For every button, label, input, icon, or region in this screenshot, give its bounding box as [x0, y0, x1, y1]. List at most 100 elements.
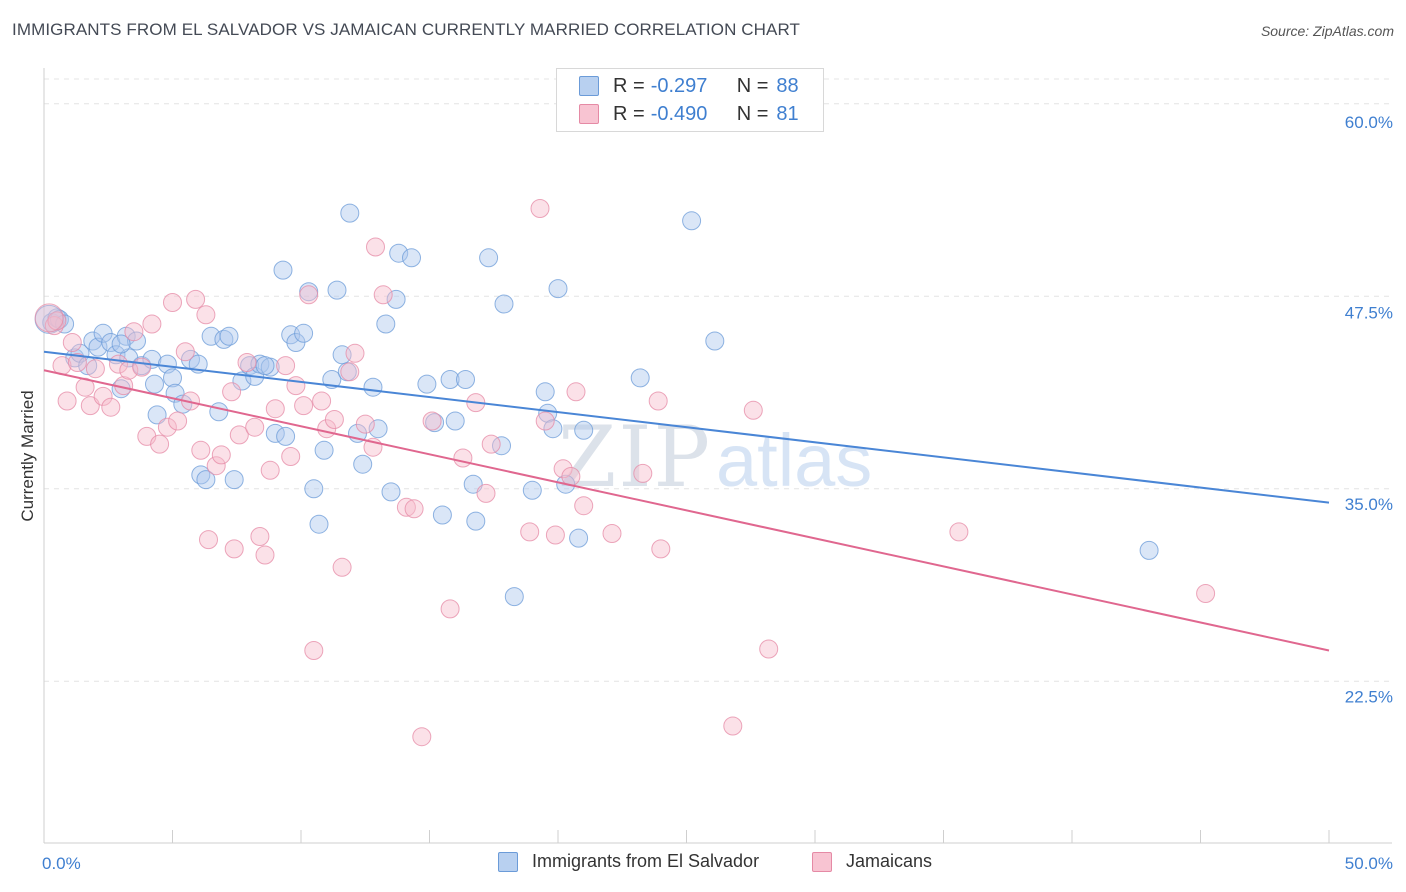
data-point [124, 322, 144, 342]
data-point [602, 524, 622, 543]
data-point [376, 314, 396, 334]
data-point [327, 280, 347, 300]
data-point [211, 445, 231, 465]
bottom-legend-el-salvador: Immigrants from El Salvador [498, 851, 759, 872]
data-point [396, 497, 416, 517]
series-el-salvador-points [34, 203, 1159, 607]
legend-row-el-salvador: R = -0.297 N = 88 [579, 74, 799, 98]
data-point [386, 289, 406, 309]
bottom-legend-jamaicans: Jamaicans [812, 851, 932, 872]
bottom-legend-label: Immigrants from El Salvador [532, 851, 760, 871]
data-point [101, 397, 121, 417]
trend-line-el-salvador [43, 350, 1330, 504]
data-point [276, 356, 296, 376]
y-tick-label: 35.0% [1345, 495, 1393, 514]
series-jamaicans-points [34, 199, 1216, 747]
data-point [150, 434, 170, 454]
data-point [1196, 584, 1216, 603]
data-point [237, 353, 257, 372]
legend-n-label: N = [736, 102, 769, 125]
data-point [67, 353, 87, 372]
data-point [273, 260, 293, 280]
data-point [569, 528, 589, 548]
data-point [199, 530, 218, 550]
data-point [250, 527, 270, 546]
data-point [504, 587, 524, 607]
legend-r-label: R = [613, 102, 645, 125]
data-point [723, 716, 743, 736]
trend-line-jamaicans [43, 369, 1330, 652]
x-tick-label-min: 0.0% [42, 854, 81, 873]
y-tick-label: 60.0% [1345, 113, 1393, 132]
data-point [373, 285, 393, 305]
data-point [276, 426, 296, 446]
data-point [445, 411, 465, 431]
data-point [566, 382, 586, 402]
data-point [229, 425, 249, 445]
data-point [422, 411, 442, 431]
data-point [479, 248, 499, 268]
legend-r-value: -0.297 [650, 74, 708, 97]
data-point [281, 447, 301, 466]
data-point [312, 391, 332, 411]
data-point [286, 376, 306, 396]
data-point [147, 405, 167, 425]
data-point [80, 396, 100, 416]
data-point [520, 522, 540, 542]
data-point [214, 329, 234, 349]
data-point [340, 362, 360, 382]
data-point [574, 420, 594, 440]
data-point [175, 342, 195, 362]
data-point [759, 639, 779, 659]
data-point [168, 411, 188, 431]
data-point [224, 470, 244, 490]
data-point [381, 482, 401, 502]
data-point [332, 557, 352, 577]
x-tick-label-max: 50.0% [1345, 854, 1393, 873]
source-credit: Source: ZipAtlas.com [1260, 23, 1394, 39]
data-point [355, 414, 375, 434]
data-point [651, 539, 671, 559]
data-point [314, 440, 334, 460]
bottom-legend-swatch-pink [812, 851, 832, 872]
data-point [255, 545, 275, 565]
data-point [543, 419, 563, 439]
data-point [294, 323, 314, 343]
data-point [186, 289, 206, 309]
data-point [265, 399, 285, 419]
legend-row-jamaicans: R = -0.490 N = 81 [579, 102, 799, 126]
data-point [574, 496, 594, 516]
data-point [206, 456, 226, 476]
data-point [476, 483, 496, 503]
y-tick-label: 47.5% [1345, 303, 1393, 322]
axes [43, 68, 1392, 844]
data-point [240, 356, 260, 376]
legend-r-value: -0.490 [650, 102, 708, 125]
data-point [85, 359, 105, 379]
watermark-zip: ZIP [558, 408, 712, 506]
data-point [196, 305, 216, 325]
data-point [404, 499, 424, 519]
legend-n-value: 81 [776, 102, 799, 125]
bottom-legend-swatch-blue [498, 851, 518, 872]
data-point [535, 382, 555, 402]
data-point [111, 334, 131, 354]
data-point [366, 237, 385, 257]
data-point [322, 370, 342, 389]
trend-lines [43, 350, 1330, 652]
data-point [345, 343, 365, 363]
x-tick-labels: 0.0% 50.0% [42, 854, 1393, 873]
data-point [224, 539, 244, 559]
data-point [299, 285, 319, 305]
data-point [456, 370, 475, 389]
data-point [440, 599, 460, 619]
data-point [705, 331, 725, 351]
data-point [363, 377, 383, 397]
data-point [145, 374, 164, 394]
data-point [538, 403, 558, 423]
legend-n-label: N = [736, 74, 769, 97]
y-tick-labels: 22.5% 35.0% 47.5% 60.0% [1345, 113, 1393, 706]
data-point [57, 391, 77, 411]
watermark-atlas: atlas [716, 419, 872, 502]
